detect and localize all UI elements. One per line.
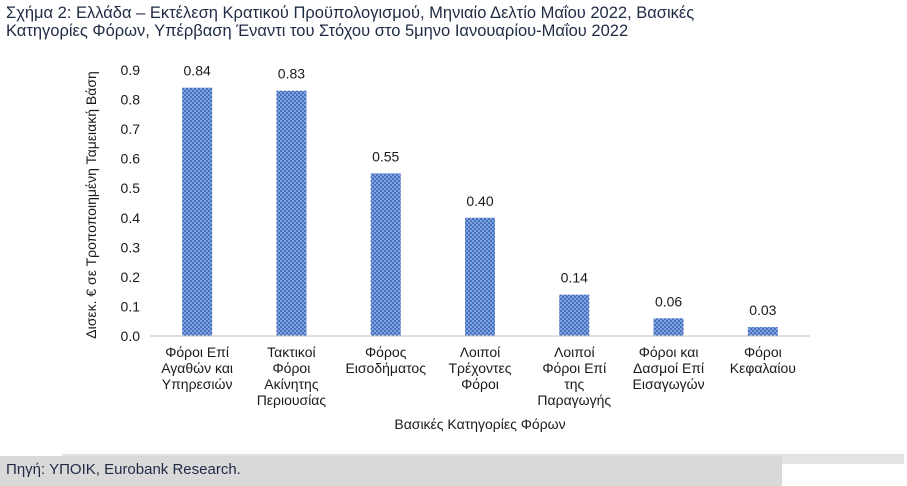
x-tick-label-line: Τακτικοί [267,344,315,360]
y-tick-label: 0.6 [121,151,141,167]
x-tick-label: Φόροι και Δασμοί Επί Εισαγωγών [633,344,705,392]
bar [747,327,778,336]
bar [370,173,401,336]
y-tick-label: 0.4 [121,210,141,226]
x-axis-label: Βασικές Κατηγορίες Φόρων [394,416,565,432]
x-tick-label-line: Φόροι Επί [542,360,606,376]
x-tick-label-line: Λοιποί [554,344,595,360]
y-tick-label: 0.7 [121,121,141,137]
bar-value-label: 0.40 [466,193,493,209]
x-tick-label-line: Κεφαλαίου [730,360,796,376]
y-tick-label: 0.3 [121,239,141,255]
source-note: Πηγή: ΥΠΟΙΚ, Eurobank Research. [6,461,241,478]
x-tick-label-line: Αγαθών και [161,360,233,376]
x-tick-label-line: Φόροι [273,360,311,376]
x-tick-label: Φόρος Εισοδήματος [345,344,426,376]
x-tick-label-line: Φόροι και [639,344,699,360]
bar-value-label: 0.84 [184,63,211,79]
source-bar [0,456,782,486]
y-axis-ticks: 0.0 0.1 0.2 0.3 0.4 0.5 0.6 0.7 0.8 0.9 [121,62,141,344]
x-tick-label-line: Φόρος [365,344,407,360]
bars [182,87,778,336]
bar [465,217,495,336]
bar [653,318,684,336]
chart-title-line-1: Σχήμα 2: Ελλάδα – Εκτέλεση Κρατικού Προϋ… [6,4,695,22]
x-tick-label-line: Περιουσίας [257,392,327,408]
bar-value-label: 0.03 [749,302,776,318]
y-tick-label: 0.5 [121,180,141,196]
y-tick-label: 0.9 [121,62,141,78]
x-tick-label: Τακτικοί Φόροι Ακίνητης Περιουσίας [257,344,327,408]
bar-value-label: 0.55 [372,148,399,164]
x-tick-label-line: Δασμοί Επί [633,360,704,376]
bar [182,87,213,336]
x-tick-label-line: Εισαγωγών [633,376,705,392]
x-tick-label-line: Λοιποί [460,344,501,360]
data-labels: 0.84 0.83 0.55 0.40 0.14 0.06 0.03 [184,63,777,318]
x-tick-label-line: Εισοδήματος [345,360,426,376]
x-tick-label: Φόροι Κεφαλαίου [730,344,796,376]
x-tick-label: Λοιποί Φόροι Επί της Παραγωγής [537,344,611,408]
x-tick-label-line: Ακίνητης [264,376,319,392]
y-tick-label: 0.1 [121,298,141,314]
y-tick-label: 0.8 [121,92,141,108]
x-tick-label-line: Φόροι Επί [165,344,229,360]
x-tick-label-line: Παραγωγής [537,392,611,408]
x-tick-label-line: Φόροι [744,344,782,360]
y-tick-label: 0.2 [121,269,141,285]
chart-title: Σχήμα 2: Ελλάδα – Εκτέλεση Κρατικού Προϋ… [6,4,906,40]
chart-title-line-2: Κατηγορίες Φόρων, Υπέρβαση Έναντι του Στ… [6,22,629,40]
bar-value-label: 0.83 [278,66,305,82]
bar-value-label: 0.06 [655,293,682,309]
bar-value-label: 0.14 [561,270,588,286]
x-tick-label-line: Τρέχοντες [448,360,511,376]
bar [276,90,307,336]
y-axis-label: Δισεκ. € σε Τροποποιημένη Ταμειακή Βάση [83,71,99,339]
x-tick-label-line: Φόροι [461,376,499,392]
x-tick-label-line: Υπηρεσιών [162,376,233,392]
y-tick-label: 0.0 [121,328,141,344]
bar [559,294,590,336]
x-tick-label-line: της [564,376,584,392]
x-tick-label: Φόροι Επί Αγαθών και Υπηρεσιών [161,344,233,392]
x-tick-label: Λοιποί Τρέχοντες Φόροι [448,344,511,392]
